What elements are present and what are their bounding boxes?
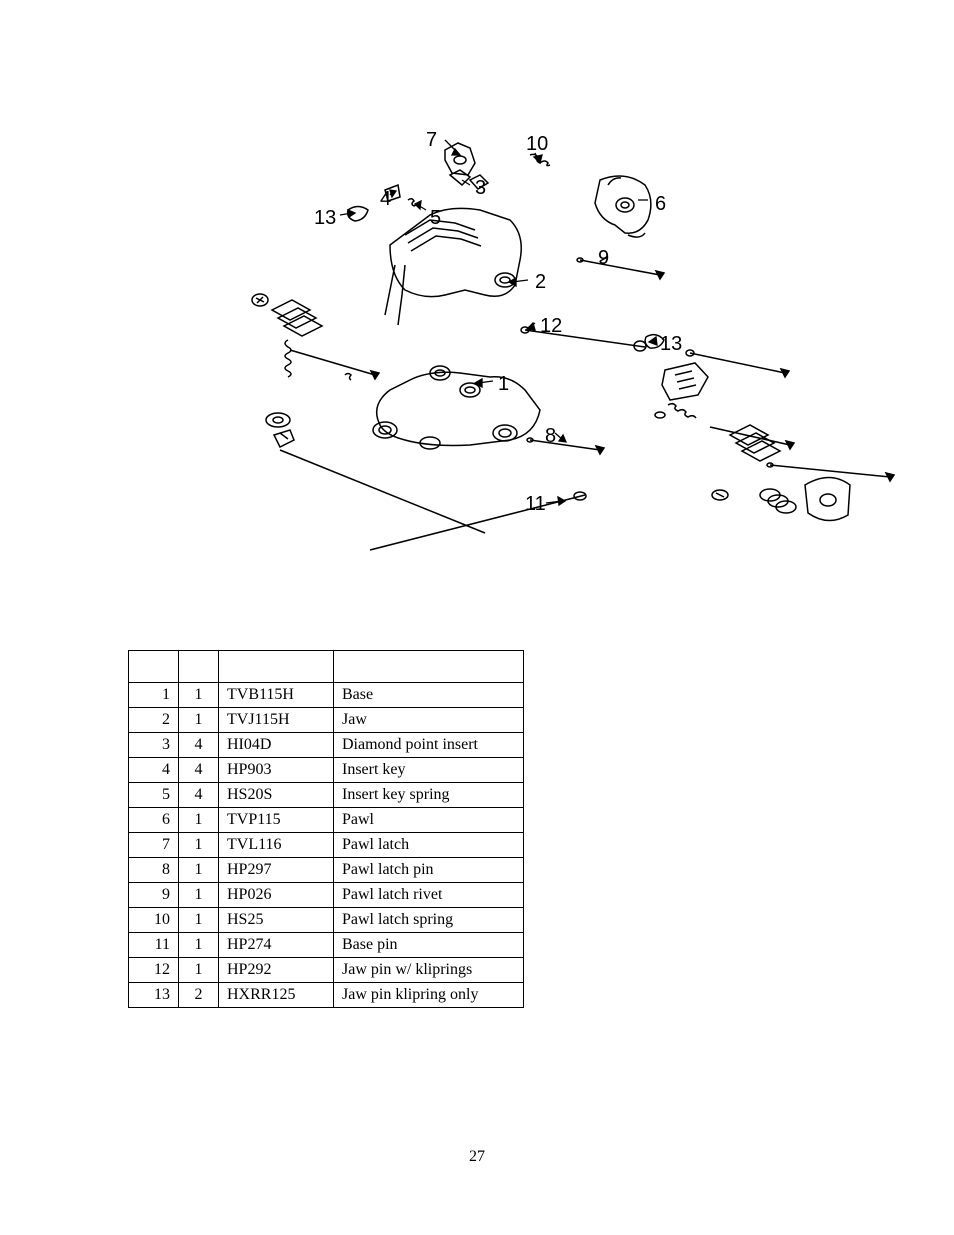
callout-number: 3 — [475, 177, 486, 200]
table-cell: TVB115H — [219, 683, 334, 708]
table-cell: HP903 — [219, 758, 334, 783]
table-cell: 3 — [129, 733, 179, 758]
callout-number: 13 — [660, 333, 682, 356]
table-cell: HP274 — [219, 933, 334, 958]
table-row: 111HP274Base pin — [129, 933, 524, 958]
table-cell: 1 — [179, 933, 219, 958]
callout-number: 11 — [525, 493, 546, 516]
callout-number: 2 — [535, 271, 546, 294]
callout-number: 10 — [526, 133, 548, 156]
callout-number: 6 — [655, 193, 666, 216]
table-row: 132HXRR125Jaw pin klipring only — [129, 983, 524, 1008]
table-cell: 1 — [129, 683, 179, 708]
callout-number: 9 — [598, 247, 609, 270]
table-cell: Pawl latch spring — [334, 908, 524, 933]
table-cell: 1 — [179, 858, 219, 883]
table-cell: 6 — [129, 808, 179, 833]
table-row: 81HP297Pawl latch pin — [129, 858, 524, 883]
callout-number: 7 — [426, 129, 437, 152]
table-cell: HS25 — [219, 908, 334, 933]
table-cell: 4 — [179, 733, 219, 758]
exploded-parts-diagram: 7 10 3 6 4 13 5 9 2 12 13 1 8 11 — [230, 115, 910, 560]
table-row: 34HI04DDiamond point insert — [129, 733, 524, 758]
table-row: 71TVL116Pawl latch — [129, 833, 524, 858]
table-row: 101HS25Pawl latch spring — [129, 908, 524, 933]
table-cell: Jaw — [334, 708, 524, 733]
table-cell: 13 — [129, 983, 179, 1008]
table-row: 121HP292Jaw pin w/ kliprings — [129, 958, 524, 983]
table-header-cell — [334, 651, 524, 683]
table-cell: Insert key spring — [334, 783, 524, 808]
parts-table: 11TVB115HBase21TVJ115HJaw34HI04DDiamond … — [128, 650, 524, 1008]
table-row: 91HP026Pawl latch rivet — [129, 883, 524, 908]
table-cell: 1 — [179, 683, 219, 708]
table-cell: 1 — [179, 833, 219, 858]
table-cell: 1 — [179, 958, 219, 983]
parts-table-container: 11TVB115HBase21TVJ115HJaw34HI04DDiamond … — [128, 650, 524, 1008]
table-cell: 10 — [129, 908, 179, 933]
callout-number: 5 — [430, 207, 441, 230]
table-cell: Pawl latch — [334, 833, 524, 858]
table-cell: HP292 — [219, 958, 334, 983]
table-cell: TVL116 — [219, 833, 334, 858]
table-row: 11TVB115HBase — [129, 683, 524, 708]
table-cell: Base — [334, 683, 524, 708]
table-cell: 1 — [179, 808, 219, 833]
table-row: 54HS20SInsert key spring — [129, 783, 524, 808]
table-header-cell — [219, 651, 334, 683]
table-cell: 4 — [179, 758, 219, 783]
table-cell: 5 — [129, 783, 179, 808]
table-header-cell — [129, 651, 179, 683]
table-cell: 8 — [129, 858, 179, 883]
table-cell: HI04D — [219, 733, 334, 758]
table-row: 21TVJ115HJaw — [129, 708, 524, 733]
table-cell: 9 — [129, 883, 179, 908]
table-header-row — [129, 651, 524, 683]
page-number: 27 — [0, 1148, 954, 1166]
table-cell: Pawl latch pin — [334, 858, 524, 883]
callout-number: 8 — [545, 425, 556, 448]
callout-number: 12 — [540, 315, 562, 338]
callout-number: 4 — [380, 188, 391, 211]
table-header-cell — [179, 651, 219, 683]
table-cell: Jaw pin w/ kliprings — [334, 958, 524, 983]
table-cell: 4 — [179, 783, 219, 808]
table-cell: 7 — [129, 833, 179, 858]
table-cell: HS20S — [219, 783, 334, 808]
table-cell: Pawl latch rivet — [334, 883, 524, 908]
table-cell: 1 — [179, 908, 219, 933]
table-cell: Diamond point insert — [334, 733, 524, 758]
callout-number: 1 — [498, 373, 509, 396]
diagram-svg — [230, 115, 910, 560]
table-cell: Pawl — [334, 808, 524, 833]
table-cell: Base pin — [334, 933, 524, 958]
table-cell: TVJ115H — [219, 708, 334, 733]
table-cell: HXRR125 — [219, 983, 334, 1008]
table-cell: 12 — [129, 958, 179, 983]
table-cell: 2 — [129, 708, 179, 733]
table-cell: Jaw pin klipring only — [334, 983, 524, 1008]
table-cell: 4 — [129, 758, 179, 783]
table-cell: HP297 — [219, 858, 334, 883]
table-cell: 2 — [179, 983, 219, 1008]
table-cell: TVP115 — [219, 808, 334, 833]
callout-number: 13 — [314, 207, 336, 230]
table-cell: Insert key — [334, 758, 524, 783]
table-row: 61TVP115Pawl — [129, 808, 524, 833]
table-cell: HP026 — [219, 883, 334, 908]
table-row: 44HP903Insert key — [129, 758, 524, 783]
table-cell: 1 — [179, 708, 219, 733]
table-cell: 11 — [129, 933, 179, 958]
table-cell: 1 — [179, 883, 219, 908]
